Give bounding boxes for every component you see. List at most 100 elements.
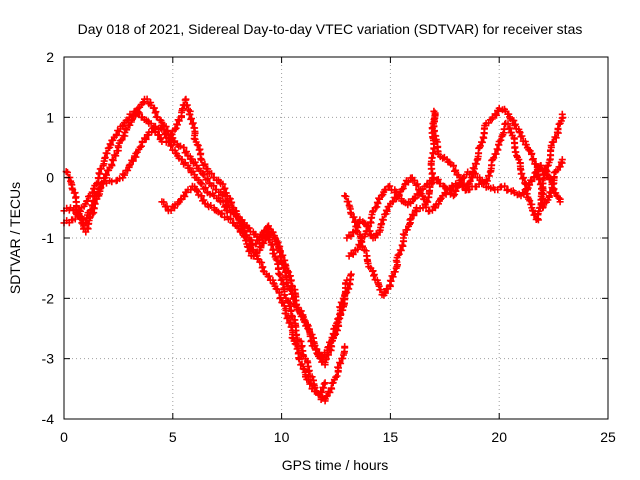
data-point xyxy=(116,175,124,183)
y-tick-label: 2 xyxy=(46,49,54,65)
data-point xyxy=(320,380,328,388)
data-point xyxy=(246,237,254,245)
x-tick-label: 10 xyxy=(274,429,290,445)
data-point xyxy=(558,156,566,164)
data-point xyxy=(64,168,71,176)
data-point xyxy=(284,267,291,275)
data-point xyxy=(391,268,399,276)
data-point xyxy=(537,162,545,170)
data-point xyxy=(349,250,357,258)
data-point xyxy=(515,156,523,164)
data-point xyxy=(529,155,537,163)
data-point xyxy=(525,146,533,154)
data-point xyxy=(305,367,313,375)
data-point xyxy=(536,204,544,212)
data-point xyxy=(93,180,101,188)
data-point xyxy=(395,250,403,258)
data-point xyxy=(403,226,411,234)
data-point xyxy=(423,197,431,205)
data-point xyxy=(108,178,116,186)
data-point xyxy=(142,135,150,143)
data-point xyxy=(459,174,467,182)
data-points xyxy=(60,95,567,405)
data-point xyxy=(352,227,359,235)
data-point xyxy=(401,231,409,239)
data-point xyxy=(150,124,158,132)
data-point xyxy=(260,239,268,247)
data-point xyxy=(337,359,345,367)
data-point xyxy=(297,307,305,315)
data-point xyxy=(342,290,350,297)
data-point xyxy=(386,182,394,190)
data-point xyxy=(493,111,500,119)
data-point xyxy=(335,364,342,372)
data-point xyxy=(410,211,418,219)
x-tick-label: 15 xyxy=(383,429,399,445)
data-point xyxy=(175,117,183,125)
y-tick-label: -1 xyxy=(42,230,55,246)
data-point xyxy=(387,277,395,285)
data-point xyxy=(482,176,490,184)
data-point xyxy=(285,319,293,327)
data-point xyxy=(286,318,294,326)
data-point xyxy=(327,384,335,392)
data-point xyxy=(415,191,423,199)
data-point xyxy=(265,224,273,232)
data-point xyxy=(278,252,286,260)
data-point xyxy=(186,164,194,172)
data-point xyxy=(163,202,171,210)
data-point xyxy=(284,314,292,322)
data-point xyxy=(379,216,387,224)
data-point xyxy=(219,180,227,188)
data-point xyxy=(547,175,555,183)
data-point xyxy=(276,247,284,255)
data-point xyxy=(84,197,92,205)
data-point xyxy=(490,154,498,162)
chart-title: Day 018 of 2021, Sidereal Day-to-day VTE… xyxy=(78,21,583,37)
data-point xyxy=(476,142,484,150)
data-point xyxy=(407,199,415,207)
data-point xyxy=(466,177,474,185)
data-point xyxy=(347,270,355,278)
data-point xyxy=(200,171,208,179)
data-point xyxy=(114,127,122,134)
data-point xyxy=(74,211,82,219)
data-point xyxy=(434,176,442,183)
data-point xyxy=(198,192,206,200)
data-point xyxy=(292,341,300,349)
data-point xyxy=(295,355,303,363)
data-point xyxy=(128,112,136,120)
data-point xyxy=(188,120,196,128)
data-point xyxy=(160,198,168,206)
data-point xyxy=(554,125,562,132)
data-point xyxy=(335,316,342,324)
data-point xyxy=(136,143,144,151)
data-point xyxy=(283,279,291,287)
data-point xyxy=(462,184,470,192)
data-point xyxy=(412,181,420,189)
data-point xyxy=(277,294,285,302)
data-point xyxy=(332,330,340,338)
y-tick-label: 0 xyxy=(46,170,54,186)
data-point xyxy=(257,244,265,252)
data-point xyxy=(103,171,110,179)
data-point xyxy=(337,311,345,319)
y-tick-label: -3 xyxy=(42,351,55,367)
data-point xyxy=(256,243,264,250)
data-point xyxy=(547,142,555,150)
data-point xyxy=(279,251,287,259)
data-point xyxy=(265,272,273,280)
grid-lines xyxy=(64,57,608,419)
data-point xyxy=(88,210,96,218)
data-point xyxy=(342,193,350,200)
data-point xyxy=(495,104,503,112)
data-point xyxy=(347,232,355,240)
data-point xyxy=(147,120,155,128)
data-point xyxy=(183,101,191,109)
data-point xyxy=(483,177,491,185)
data-point xyxy=(285,268,293,276)
x-tick-label: 0 xyxy=(60,429,68,445)
data-point xyxy=(227,215,235,223)
data-point xyxy=(356,242,364,250)
data-point xyxy=(118,136,126,144)
